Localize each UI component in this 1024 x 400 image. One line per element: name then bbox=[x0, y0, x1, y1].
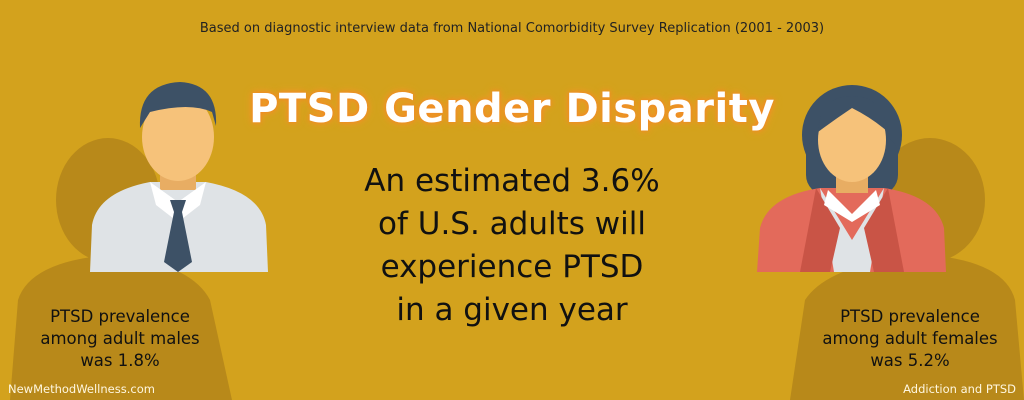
caption-line: was 1.8% bbox=[80, 351, 160, 370]
caption-line: PTSD prevalence bbox=[840, 307, 980, 326]
title: PTSD Gender Disparity bbox=[249, 86, 775, 132]
footer-topic: Addiction and PTSD bbox=[903, 382, 1016, 396]
statement: An estimated 3.6% of U.S. adults will ex… bbox=[312, 160, 712, 332]
caption-line: among adult males bbox=[40, 329, 200, 348]
statement-line: of U.S. adults will bbox=[378, 206, 646, 242]
male-icon bbox=[90, 82, 268, 272]
caption-line: was 5.2% bbox=[870, 351, 950, 370]
caption-line: among adult females bbox=[822, 329, 998, 348]
caption-line: PTSD prevalence bbox=[50, 307, 190, 326]
statement-line: in a given year bbox=[396, 292, 628, 328]
source-note: Based on diagnostic interview data from … bbox=[199, 21, 825, 36]
footer-site: NewMethodWellness.com bbox=[8, 382, 155, 396]
statement-line: experience PTSD bbox=[380, 249, 644, 285]
female-caption: PTSD prevalence among adult females was … bbox=[790, 306, 1024, 372]
female-icon bbox=[757, 85, 946, 272]
statement-line: An estimated 3.6% bbox=[364, 163, 660, 199]
male-caption: PTSD prevalence among adult males was 1.… bbox=[10, 306, 230, 372]
